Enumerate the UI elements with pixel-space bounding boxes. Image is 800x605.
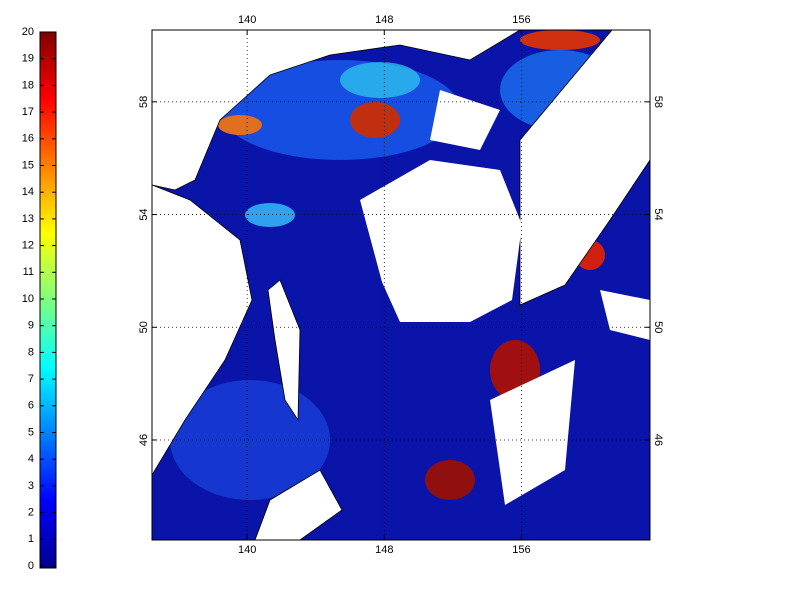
colorbar-tick-label: 17 xyxy=(22,106,34,118)
y-tick-label: 46 xyxy=(652,434,664,446)
map-image xyxy=(152,30,650,540)
hotspot xyxy=(520,30,600,50)
haze xyxy=(170,380,330,500)
colorbar-tick-label: 19 xyxy=(22,53,34,65)
cloud xyxy=(430,90,500,150)
cloud xyxy=(490,360,575,505)
x-tick-label: 148 xyxy=(375,14,393,26)
colorbar-tick-label: 8 xyxy=(28,346,34,358)
y-tick-label: 50 xyxy=(138,321,150,333)
y-tick-label: 58 xyxy=(652,96,664,108)
map-frame xyxy=(151,29,651,541)
colorbar-tick-label: 4 xyxy=(28,453,34,465)
colorbar-tick-label: 2 xyxy=(28,507,34,519)
x-tick-label: 156 xyxy=(512,544,530,556)
haze xyxy=(245,203,295,227)
colorbar-tick-label: 20 xyxy=(22,26,34,38)
hotspot xyxy=(425,460,475,500)
y-tick-label: 50 xyxy=(652,321,664,333)
y-tick-label: 54 xyxy=(138,208,150,220)
colorbar-tick-label: 9 xyxy=(28,320,34,332)
colorbar-tick-label: 18 xyxy=(22,79,34,91)
colorbar-tick-label: 10 xyxy=(22,293,34,305)
x-tick-label: 140 xyxy=(238,14,256,26)
cloud xyxy=(360,160,522,322)
colorbar-tick-label: 0 xyxy=(28,560,34,572)
colorbar-tick-label: 7 xyxy=(28,373,34,385)
colorbar-tick-label: 11 xyxy=(23,266,34,278)
land xyxy=(267,279,301,422)
colorbar-tick-label: 15 xyxy=(22,159,34,171)
colorbar-tick-label: 5 xyxy=(28,426,34,438)
hotspot xyxy=(350,102,400,138)
hotspot xyxy=(218,115,262,135)
colorbar-tick-label: 16 xyxy=(22,133,34,145)
land xyxy=(152,184,253,476)
land xyxy=(519,30,650,306)
y-tick-label: 54 xyxy=(652,208,664,220)
x-tick-label: 140 xyxy=(238,544,256,556)
y-tick-label: 46 xyxy=(138,434,150,446)
x-tick-label: 148 xyxy=(375,544,393,556)
colorbar-tick-label: 12 xyxy=(22,240,34,252)
colorbar-tick-label: 1 xyxy=(28,533,34,545)
colorbar-tick-label: 6 xyxy=(28,400,34,412)
x-tick-label: 156 xyxy=(512,14,530,26)
haze xyxy=(340,62,420,98)
y-tick-label: 58 xyxy=(138,96,150,108)
land xyxy=(254,469,343,540)
colorbar-tick-label: 13 xyxy=(22,213,34,225)
land xyxy=(152,30,521,191)
colorbar-tick-label: 3 xyxy=(28,480,34,492)
colorbar-tick-label: 14 xyxy=(22,186,34,198)
